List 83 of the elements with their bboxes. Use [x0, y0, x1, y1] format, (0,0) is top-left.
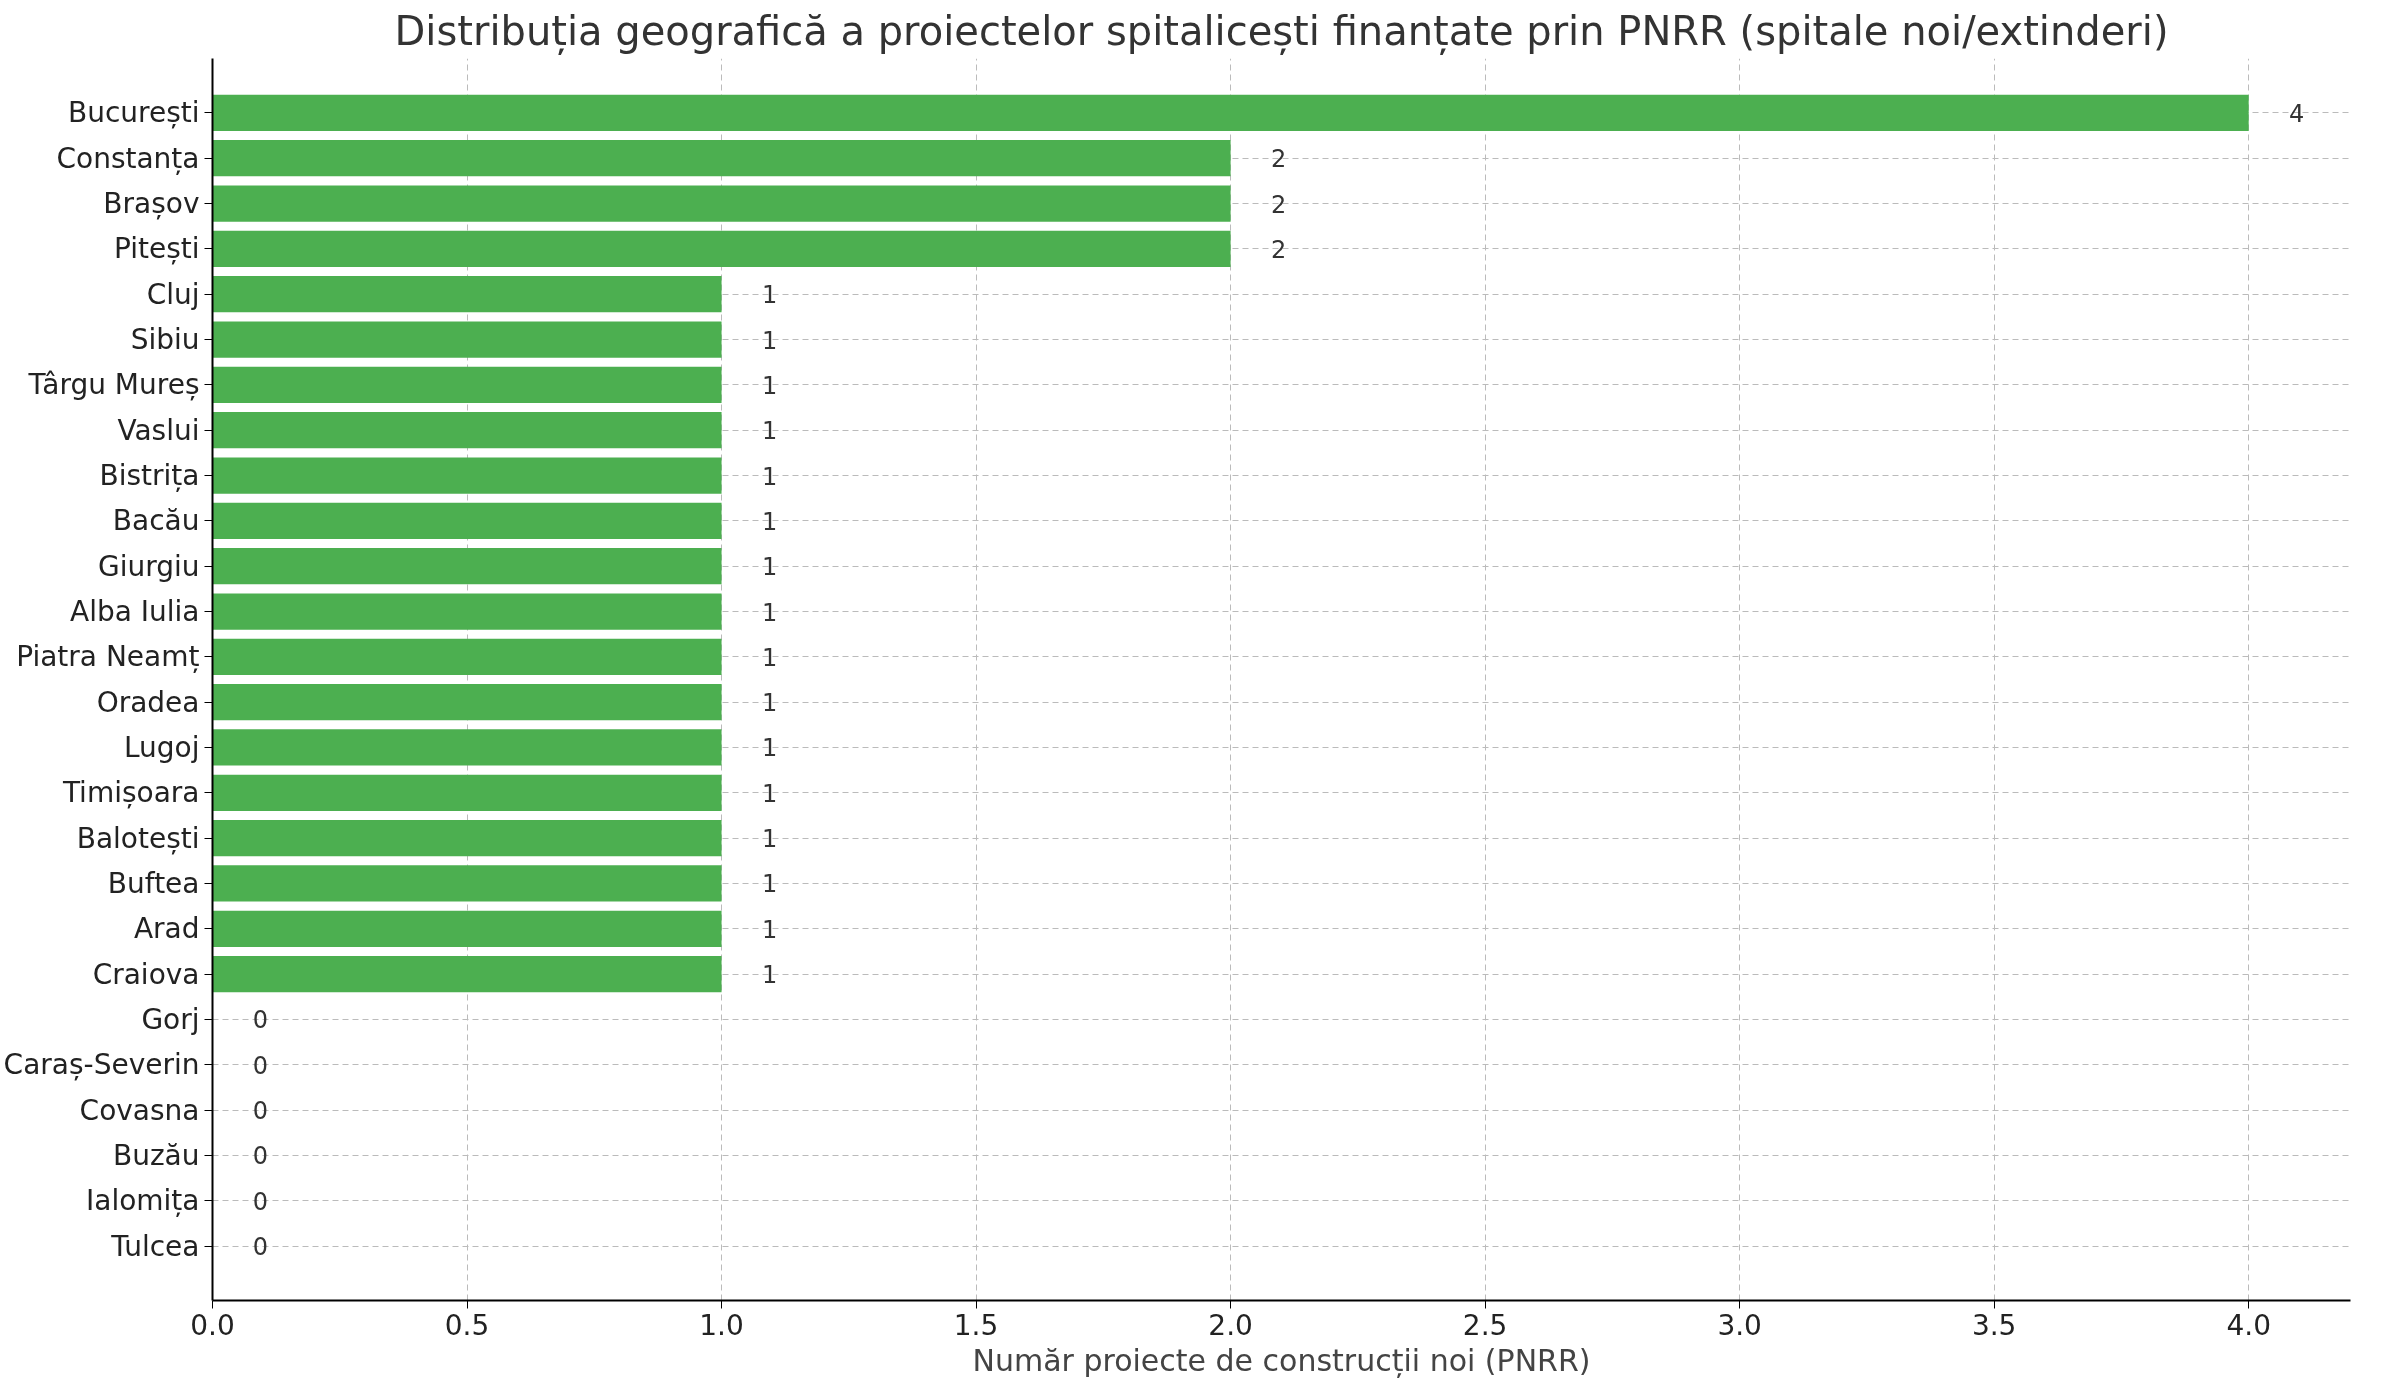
bar [212, 593, 722, 630]
data-label: 1 [761, 825, 778, 854]
chart-title: Distribuția geografică a proiectelor spitalicești finanțate prin PNRR (spitale noi/extinderi) [394, 7, 2169, 55]
bar [212, 548, 722, 585]
data-label: 1 [761, 417, 778, 446]
data-label: 0 [252, 1051, 269, 1080]
bar [212, 366, 722, 403]
y-tick-label: Balotești [76, 821, 200, 855]
y-tick-label: Bistrița [99, 459, 200, 493]
y-tick-label: Gorj [141, 1002, 200, 1036]
bar [212, 684, 722, 721]
bar [212, 140, 1231, 177]
y-tick-label: Bacău [112, 504, 200, 538]
data-label: 0 [252, 1097, 269, 1126]
y-tick-label: Covasna [79, 1093, 200, 1127]
y-tick-label: Craiova [92, 957, 200, 991]
bar [212, 910, 722, 947]
x-tick-label: 3.5 [1971, 1308, 2017, 1342]
x-tick-label: 4.0 [2226, 1308, 2271, 1342]
y-tick-label: Caraș-Severin [3, 1048, 200, 1082]
data-label: 2 [1270, 190, 1287, 219]
data-label: 0 [252, 1233, 269, 1262]
data-label: 2 [1270, 235, 1287, 264]
bar [212, 638, 722, 675]
bar [212, 230, 1231, 268]
bar [212, 185, 1231, 222]
bar [212, 276, 722, 313]
data-label: 1 [761, 734, 778, 763]
bar [212, 321, 722, 358]
bar [212, 820, 722, 857]
y-tick-label: Alba Iulia [70, 595, 200, 629]
data-label: 0 [252, 1006, 269, 1035]
bar [212, 865, 722, 902]
data-label: 4 [2289, 99, 2305, 128]
data-label: 1 [761, 961, 778, 990]
bar [212, 729, 722, 766]
data-label: 1 [761, 870, 778, 899]
y-tick-label: Vaslui [117, 413, 200, 447]
y-tick-label: Buzău [112, 1138, 200, 1172]
bar [212, 502, 722, 539]
x-tick-label: 1.5 [953, 1308, 999, 1342]
data-label: 1 [761, 326, 778, 355]
data-label: 1 [761, 371, 778, 400]
x-tick-label: 1.0 [699, 1308, 744, 1342]
bar [212, 412, 722, 449]
y-tick-label: Giurgiu [97, 549, 200, 583]
y-tick-label: Arad [133, 912, 200, 946]
bar [212, 956, 722, 993]
bar [212, 94, 2249, 132]
data-label: 1 [761, 689, 778, 718]
data-label: 1 [761, 915, 778, 944]
x-tick-label: 3.0 [1717, 1308, 1762, 1342]
data-label: 1 [761, 779, 778, 808]
y-tick-label: București [67, 96, 200, 130]
y-tick-label: Pitești [113, 232, 200, 266]
y-tick-label: Târgu Mureș [27, 368, 200, 402]
data-label: 1 [761, 462, 778, 491]
bar [212, 774, 722, 811]
y-tick-label: Sibiu [130, 323, 200, 357]
x-tick-label: 2.0 [1208, 1308, 1253, 1342]
data-label: 1 [761, 643, 778, 672]
x-axis-title: Număr proiecte de construcții noi (PNRR) [972, 1342, 1591, 1378]
y-tick-label: Constanța [56, 141, 200, 175]
y-tick-label: Oradea [96, 685, 200, 719]
data-label: 1 [761, 598, 778, 627]
bar [212, 457, 722, 494]
y-tick-label: Piatra Neamț [16, 640, 200, 674]
data-label: 0 [252, 1187, 269, 1216]
data-label: 2 [1270, 145, 1287, 174]
x-tick-label: 0.5 [444, 1308, 490, 1342]
data-label: 1 [761, 281, 778, 310]
y-tick-label: Timișoara [61, 776, 200, 810]
y-tick-label: Tulcea [110, 1229, 200, 1263]
y-tick-label: Buftea [107, 866, 200, 900]
y-tick-label: Lugoj [123, 730, 200, 764]
y-tick-label: Brașov [103, 187, 200, 221]
data-label: 1 [761, 553, 778, 582]
x-tick-label: 0.0 [190, 1308, 235, 1342]
data-label: 1 [761, 507, 778, 536]
x-tick-label: 2.5 [1462, 1308, 1508, 1342]
data-label: 0 [252, 1142, 269, 1171]
y-tick-label: Cluj [146, 277, 200, 311]
y-tick-label: Ialomița [85, 1184, 200, 1218]
